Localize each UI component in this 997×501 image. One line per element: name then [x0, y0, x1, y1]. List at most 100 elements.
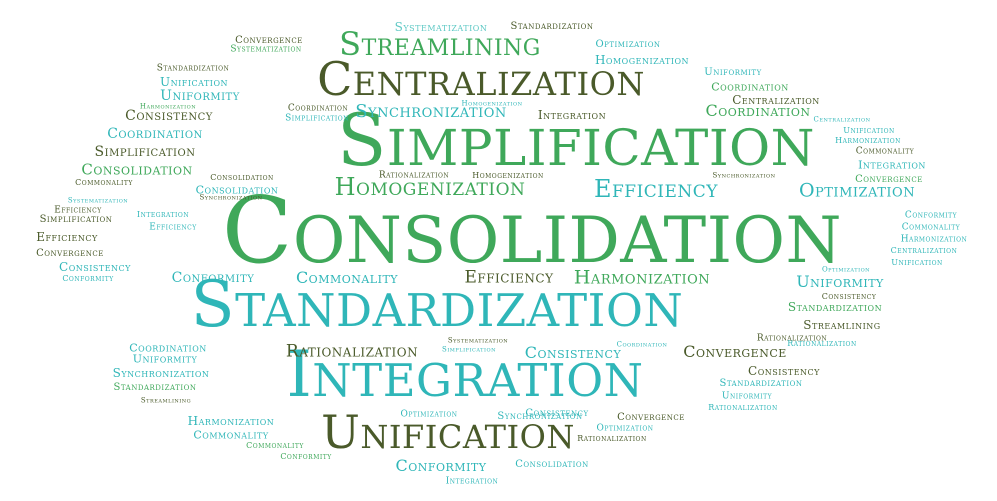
cloud-word: Systematization [447, 336, 509, 345]
cloud-word: Optimization [596, 423, 654, 434]
cloud-word: Consolidation [81, 160, 193, 179]
cloud-word: Consistency [525, 408, 589, 419]
cloud-word: Uniformity [132, 352, 198, 366]
cloud-word: Synchronization [199, 193, 263, 202]
cloud-word: Simplification [442, 345, 496, 354]
cloud-word: Commonality [901, 222, 961, 233]
cloud-word: Harmonization [573, 266, 711, 289]
cloud-word: Standardization [190, 268, 684, 342]
cloud-word: Centralization [890, 246, 958, 255]
cloud-word: Standardization [113, 382, 197, 393]
cloud-word: Optimization [798, 179, 916, 202]
cloud-word: Harmonization [835, 136, 901, 145]
cloud-word: Harmonization [139, 102, 197, 111]
cloud-word: Homogenization [461, 99, 523, 108]
cloud-word: Synchronization [497, 411, 583, 422]
cloud-word: Streamlining [140, 396, 192, 405]
cloud-word: Optimization [400, 409, 458, 420]
cloud-word: Efficiency [464, 267, 554, 288]
cloud-word: Coordination [107, 126, 203, 142]
cloud-word: Homogenization [472, 171, 544, 180]
cloud-word: Rationalization [787, 339, 857, 348]
cloud-word: Systematization [67, 196, 129, 205]
cloud-word: Consistency [821, 292, 877, 301]
cloud-word: Integration [445, 476, 499, 487]
cloud-word: Simplification [337, 98, 815, 182]
cloud-word: Coordination [711, 80, 789, 94]
cloud-word: Conformity [395, 456, 487, 475]
cloud-word: Coordination [616, 340, 668, 349]
cloud-word: Consistency [59, 260, 131, 274]
cloud-word: Centralization [813, 115, 871, 124]
cloud-word: Consistency [524, 343, 622, 362]
cloud-word: Convergence [617, 412, 685, 423]
cloud-word: Unification [843, 126, 895, 135]
cloud-word: Commonality [246, 441, 304, 450]
cloud-word: Integration [286, 338, 644, 412]
cloud-word: Simplification [285, 113, 349, 124]
cloud-word: Unification [160, 75, 228, 89]
cloud-word: Conformity [62, 274, 114, 283]
cloud-word: Centralization [732, 93, 820, 107]
cloud-word: Uniformity [796, 272, 884, 291]
cloud-word: Standardization [156, 63, 230, 74]
cloud-word: Rationalization [756, 333, 828, 344]
cloud-word: Standardization [787, 300, 883, 314]
cloud-word: Harmonization [900, 234, 968, 245]
cloud-word: Commonality [855, 146, 915, 157]
cloud-word: Simplification [39, 214, 113, 225]
cloud-word: Streamlining [803, 318, 881, 332]
cloud-word: Efficiency [36, 230, 98, 244]
cloud-word: Harmonization [187, 414, 275, 428]
cloud-word: Efficiency [593, 175, 719, 203]
cloud-word: Convergence [36, 248, 104, 259]
cloud-word: Rationalization [708, 403, 778, 412]
cloud-word: Optimization [595, 39, 661, 50]
cloud-word: Synchronization [112, 366, 210, 380]
cloud-word: Systematization [230, 44, 302, 55]
cloud-word: Consistency [748, 364, 820, 378]
cloud-word: Systematization [394, 20, 488, 34]
cloud-word: Streamlining [339, 25, 541, 63]
cloud-word: Rationalization [378, 170, 450, 181]
cloud-word: Simplification [94, 144, 196, 160]
cloud-word: Commonality [295, 268, 399, 287]
cloud-word: Synchronization [712, 171, 776, 180]
cloud-word: Commonality [75, 178, 133, 187]
cloud-word: Integration [136, 210, 190, 219]
cloud-word: Rationalization [577, 434, 647, 443]
cloud-word: Convergence [235, 35, 303, 46]
cloud-word: Homogenization [334, 173, 526, 201]
cloud-word: Standardization [719, 378, 803, 389]
cloud-word: Consolidation [222, 177, 842, 284]
cloud-word: Consolidation [195, 183, 279, 197]
cloud-word: Uniformity [704, 67, 762, 78]
cloud-word: Rationalization [285, 341, 419, 362]
cloud-word: Commonality [193, 428, 269, 442]
cloud-word: Efficiency [54, 205, 102, 216]
cloud-word: Synchronization [355, 101, 507, 122]
cloud-word: Centralization [317, 52, 645, 106]
cloud-word: Efficiency [149, 222, 197, 233]
cloud-word: Convergence [683, 342, 787, 361]
cloud-word: Conformity [171, 270, 255, 286]
cloud-word: Consolidation [210, 173, 274, 182]
cloud-word: Unification [891, 258, 943, 267]
cloud-word: Conformity [280, 452, 332, 461]
cloud-word: Uniformity [721, 391, 773, 402]
cloud-word: Coordination [129, 341, 207, 355]
cloud-word: Integration [858, 158, 926, 172]
cloud-word: Convergence [855, 174, 923, 185]
cloud-word: Integration [537, 108, 607, 122]
cloud-word: Unification [321, 405, 575, 459]
cloud-word: Standardization [510, 21, 594, 32]
cloud-word: Optimization [821, 265, 871, 274]
cloud-word: Coordination [705, 101, 811, 120]
cloud-word: Uniformity [160, 88, 240, 104]
cloud-word: Coordination [287, 103, 349, 114]
cloud-word: Consistency [125, 108, 213, 124]
cloud-word: Consolidation [515, 459, 589, 470]
cloud-word: Conformity [904, 210, 958, 221]
cloud-word: Homogenization [594, 53, 690, 67]
